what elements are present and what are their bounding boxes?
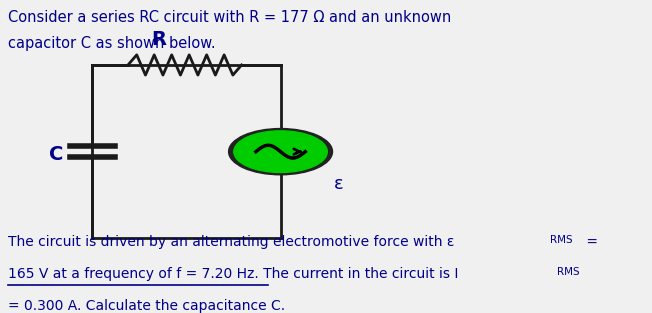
Circle shape	[234, 131, 327, 172]
Text: ε: ε	[334, 175, 344, 193]
Text: R: R	[151, 30, 166, 49]
Text: Consider a series RC circuit with R = 177 Ω and an unknown: Consider a series RC circuit with R = 17…	[8, 10, 451, 25]
Text: RMS: RMS	[557, 267, 580, 277]
Text: =: =	[582, 235, 599, 249]
Text: The circuit is driven by an alternating electromotive force with ε: The circuit is driven by an alternating …	[8, 235, 454, 249]
Circle shape	[229, 129, 333, 175]
Text: RMS: RMS	[550, 235, 572, 245]
Text: 165 V at a frequency of f = 7.20 Hz. The current in the circuit is I: 165 V at a frequency of f = 7.20 Hz. The…	[8, 267, 458, 281]
Text: capacitor C as shown below.: capacitor C as shown below.	[8, 36, 216, 51]
Text: C: C	[50, 145, 64, 164]
Text: = 0.300 A. Calculate the capacitance C.: = 0.300 A. Calculate the capacitance C.	[8, 299, 285, 313]
